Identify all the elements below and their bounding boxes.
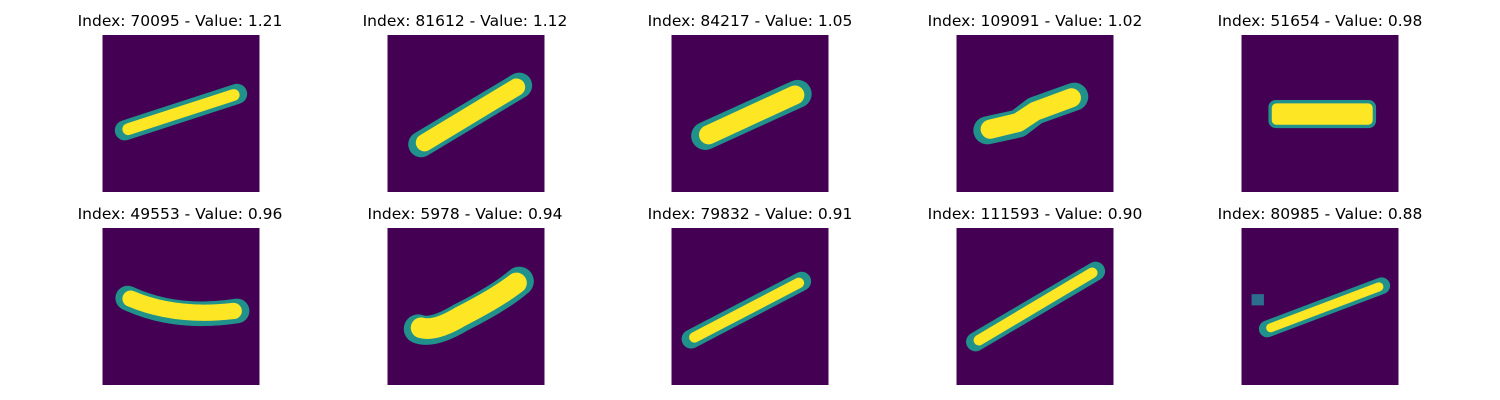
panel-2: Index: 81612 - Value: 1.12 bbox=[315, 0, 615, 192]
panel-title: Index: 5978 - Value: 0.94 bbox=[367, 205, 563, 223]
panel-8: Index: 79832 - Value: 0.91 bbox=[600, 193, 900, 385]
panel-title: Index: 84217 - Value: 1.05 bbox=[647, 12, 853, 30]
digit-image bbox=[671, 228, 829, 385]
panel-title: Index: 49553 - Value: 0.96 bbox=[77, 205, 283, 223]
digit-image bbox=[671, 35, 829, 192]
digit-image bbox=[1241, 228, 1399, 385]
panel-3: Index: 84217 - Value: 1.05 bbox=[600, 0, 900, 192]
panel-title: Index: 79832 - Value: 0.91 bbox=[647, 205, 853, 223]
digit-image bbox=[387, 228, 545, 385]
digit-image bbox=[102, 228, 260, 385]
panel-4: Index: 109091 - Value: 1.02 bbox=[885, 0, 1185, 192]
panel-10: Index: 80985 - Value: 0.88 bbox=[1170, 193, 1470, 385]
panel-9: Index: 111593 - Value: 0.90 bbox=[885, 193, 1185, 385]
panel-title: Index: 51654 - Value: 0.98 bbox=[1217, 12, 1423, 30]
panel-title: Index: 109091 - Value: 1.02 bbox=[927, 12, 1143, 30]
panel-6: Index: 49553 - Value: 0.96 bbox=[30, 193, 330, 385]
digit-image bbox=[956, 35, 1114, 192]
panel-title: Index: 111593 - Value: 0.90 bbox=[927, 205, 1143, 223]
panel-title: Index: 81612 - Value: 1.12 bbox=[362, 12, 568, 30]
panel-title: Index: 70095 - Value: 1.21 bbox=[77, 12, 283, 30]
panel-7: Index: 5978 - Value: 0.94 bbox=[315, 193, 615, 385]
panel-1: Index: 70095 - Value: 1.21 bbox=[30, 0, 330, 192]
digit-image bbox=[1241, 35, 1399, 192]
digit-image bbox=[956, 228, 1114, 385]
panel-title: Index: 80985 - Value: 0.88 bbox=[1217, 205, 1423, 223]
panel-5: Index: 51654 - Value: 0.98 bbox=[1170, 0, 1470, 192]
digit-image bbox=[102, 35, 260, 192]
digit-image bbox=[387, 35, 545, 192]
